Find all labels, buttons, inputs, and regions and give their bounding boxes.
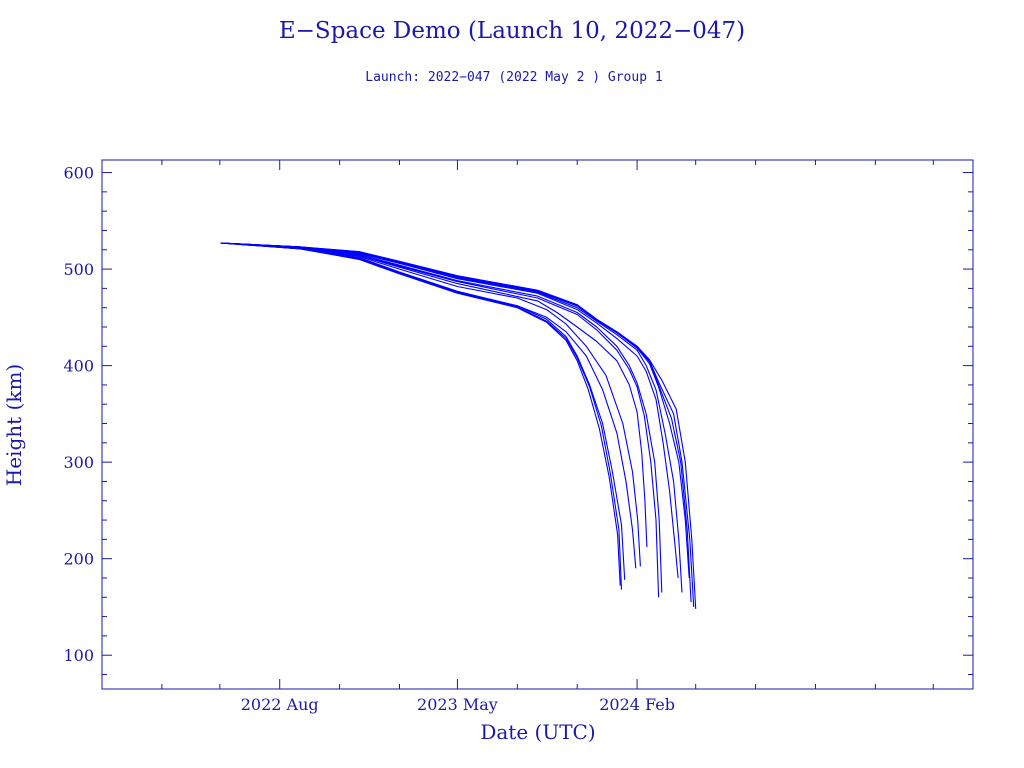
series-line-7	[220, 242, 663, 593]
y-tick-label: 600	[63, 164, 94, 183]
series-group	[220, 242, 697, 609]
series-line-13	[220, 242, 623, 590]
series-line-3	[220, 242, 692, 603]
y-tick-label: 400	[63, 357, 94, 376]
series-line-2	[220, 242, 695, 607]
y-tick-label: 500	[63, 260, 94, 279]
x-tick-label: 2022 Aug	[241, 695, 319, 714]
y-axis-label: Height (km)	[2, 364, 26, 486]
series-line-5	[220, 242, 683, 593]
y-tick-label: 300	[63, 453, 94, 472]
axis-ticks	[101, 160, 973, 689]
chart-subtitle: Launch: 2022−047 (2022 May 2 ) Group 1	[365, 70, 662, 85]
series-line-9	[220, 242, 648, 548]
series-line-6	[220, 242, 679, 579]
series-line-1	[220, 242, 697, 609]
x-tick-label: 2024 Feb	[599, 695, 675, 714]
chart-title: E−Space Demo (Launch 10, 2022−047)	[279, 18, 745, 44]
x-tick-label: 2023 May	[417, 695, 498, 714]
series-line-12	[220, 242, 626, 580]
axis-tick-labels: 100 200 300 400 500 600 2022 Aug 2023 May 2024 F…	[63, 164, 675, 714]
plot-frame	[101, 159, 974, 690]
y-tick-label: 100	[63, 646, 94, 665]
y-tick-label: 200	[63, 550, 94, 569]
series-line-10	[220, 242, 641, 567]
series-line-11	[220, 242, 637, 569]
series-line-14	[220, 242, 621, 586]
series-line-8	[220, 242, 660, 598]
x-axis-label: Date (UTC)	[480, 720, 595, 744]
series-line-4	[220, 242, 690, 579]
